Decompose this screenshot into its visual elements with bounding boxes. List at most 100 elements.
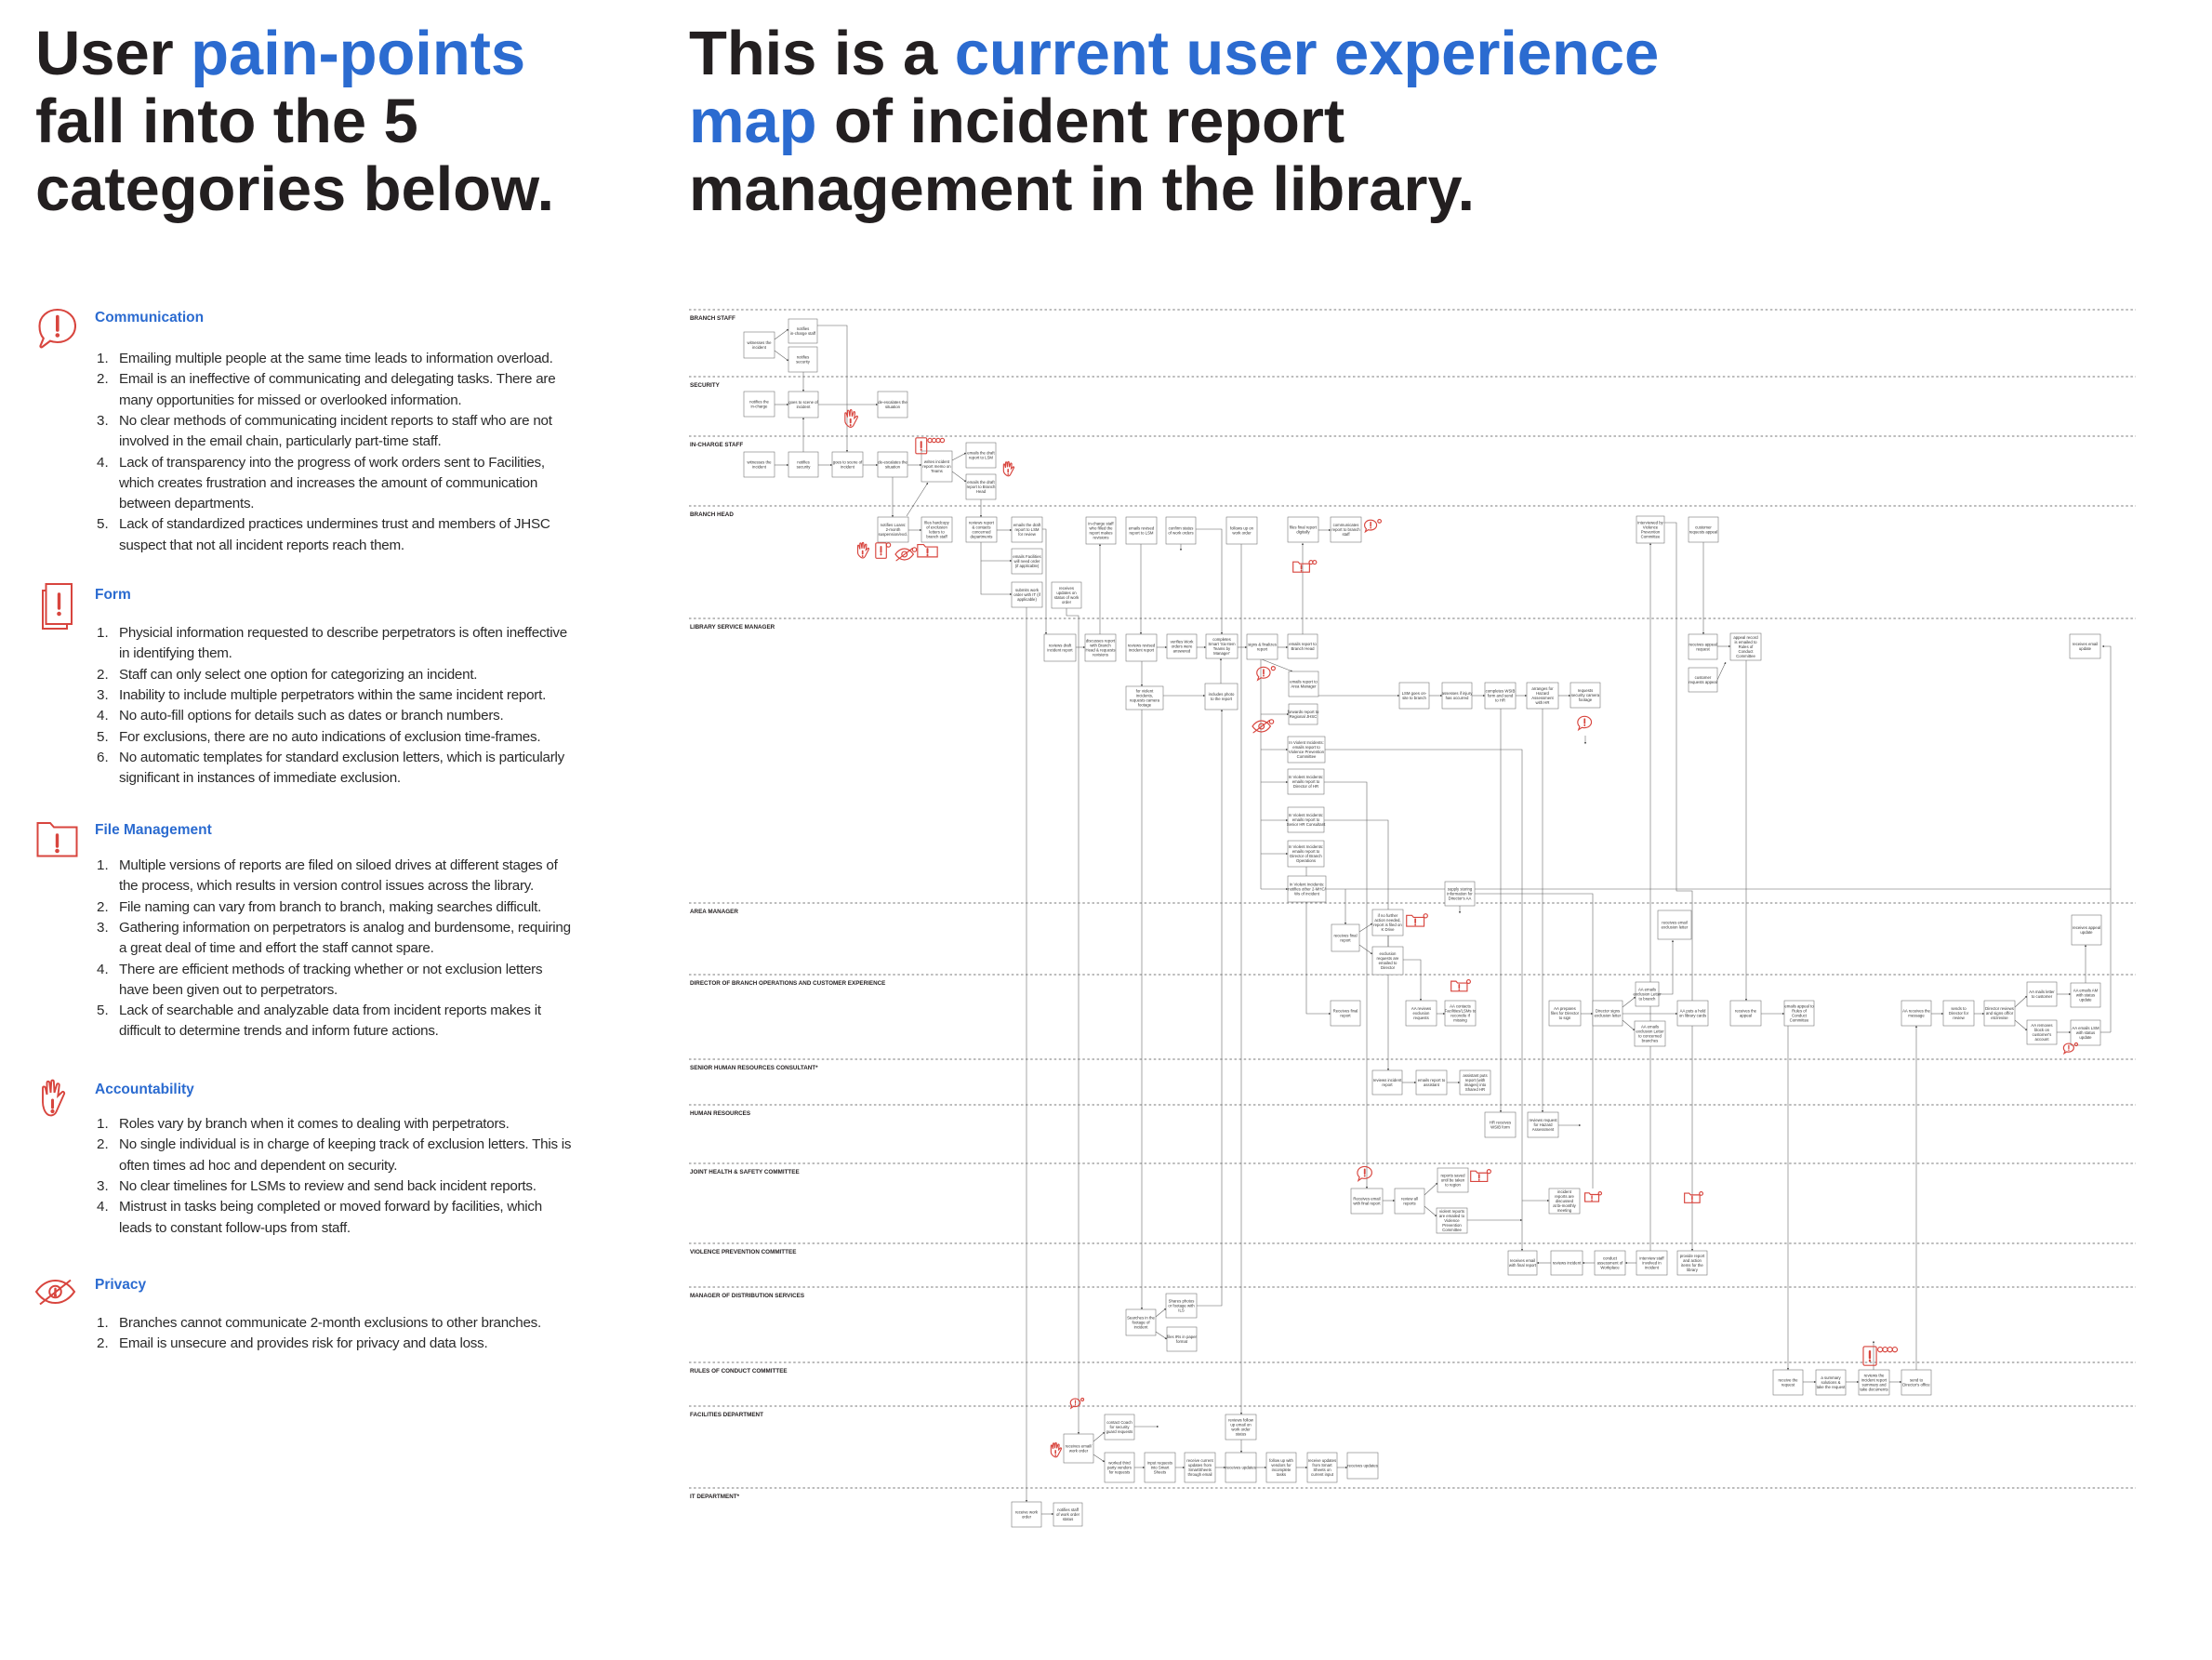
svg-text:receives updates: receives updates [1347, 1464, 1378, 1468]
svg-text:In Violent Incidents:notifies: In Violent Incidents: notifies other 2-MH… [1288, 883, 1326, 896]
svg-text:AREA MANAGER: AREA MANAGER [690, 909, 738, 915]
svg-text:HUMAN RESOURCES: HUMAN RESOURCES [690, 1110, 750, 1117]
svg-text:RULES OF CONDUCT COMMITTEE: RULES OF CONDUCT COMMITTEE [690, 1368, 788, 1374]
svg-text:VIOLENCE PREVENTION COMMITTEE: VIOLENCE PREVENTION COMMITTEE [690, 1249, 796, 1255]
svg-text:receives updates: receives updates [1225, 1466, 1256, 1470]
svg-text:In Violent Incidents:emails re: In Violent Incidents: emails report to Dir… [1289, 775, 1323, 789]
svg-text:SENIOR HUMAN RESOURCES CONSULT: SENIOR HUMAN RESOURCES CONSULTANT* [690, 1065, 818, 1071]
svg-text:JOINT HEALTH & SAFETY COMMITTE: JOINT HEALTH & SAFETY COMMITTEE [690, 1169, 800, 1175]
svg-text:reviews incident: reviews incident [1553, 1261, 1582, 1266]
svg-text:MANAGER OF DISTRIBUTION SERVIC: MANAGER OF DISTRIBUTION SERVICES [690, 1293, 804, 1299]
svg-text:In Violent Incidents:emails re: In Violent Incidents: emails report to Sen… [1287, 813, 1326, 827]
svg-text:IT DEPARTMENT*: IT DEPARTMENT* [690, 1494, 740, 1500]
svg-text:LIBRARY SERVICE MANAGER: LIBRARY SERVICE MANAGER [690, 624, 775, 631]
svg-text:DIRECTOR OF BRANCH OPERATIONS: DIRECTOR OF BRANCH OPERATIONS AND CUSTOM… [690, 980, 885, 987]
svg-text:SECURITY: SECURITY [690, 382, 721, 389]
svg-text:FACILITIES DEPARTMENT: FACILITIES DEPARTMENT [690, 1412, 763, 1418]
